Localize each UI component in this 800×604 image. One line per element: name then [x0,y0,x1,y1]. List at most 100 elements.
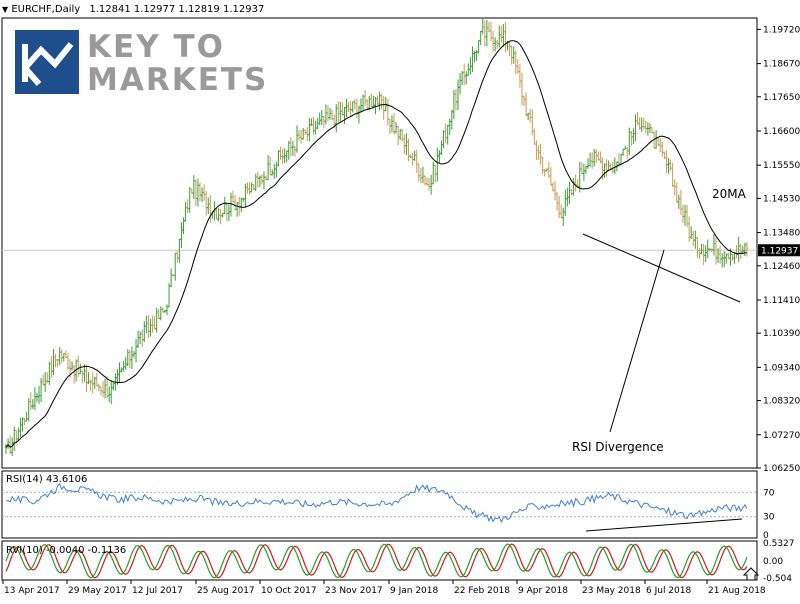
price-bar [613,157,617,174]
price-bar [594,149,598,164]
price-bar [320,110,324,125]
price-bar [239,197,243,212]
price-bar [272,163,276,179]
rvi-header: RVI(10) -0.0040 -0.1136 [6,545,127,556]
price-bar [382,95,386,120]
price-bar [23,418,27,426]
price-bar [173,252,177,281]
price-bar [219,209,223,225]
price-bar [669,159,673,172]
price-bar [245,182,249,194]
price-bar [227,204,231,221]
price-bar [151,315,155,333]
price-bar [648,123,652,134]
price-bar [539,143,543,165]
price-bar [444,123,448,144]
price-bar [667,157,671,174]
price-bar [169,268,173,288]
date-tick-label: 25 Aug 2017 [197,586,255,596]
price-bar [270,169,274,176]
price-bar [722,251,726,268]
price-bar [415,149,419,173]
price-bar [31,399,35,409]
price-tick-label: 1.06250 [763,464,800,474]
price-bar [741,245,745,253]
price-bar [582,163,586,181]
price-bar [175,250,179,263]
price-bar [266,155,270,181]
price-bar [456,79,460,111]
price-bar [503,22,507,53]
price-bar [324,104,328,125]
price-bar [510,45,514,65]
price-bar [514,50,518,75]
price-tick-label: 1.07270 [763,431,800,441]
price-bar [435,147,439,182]
price-bar [295,125,299,153]
price-bar [29,392,33,411]
price-bar [316,118,320,130]
rsi-line [5,482,748,524]
date-tick-label: 9 Apr 2018 [518,586,568,596]
price-bar [371,95,375,109]
price-bar [714,237,718,265]
price-tick-label: 1.09340 [763,363,800,373]
price-bar [520,72,524,106]
price-bar [326,105,330,122]
triangle-down-icon[interactable]: ▼ [2,5,9,14]
price-bar [142,321,146,343]
chart-header: ▼ EURCHF,Daily 1.12841 1.12977 1.12819 1… [2,4,264,15]
price-bar [396,126,400,146]
price-bar [603,163,607,179]
price-tick-label: 1.08320 [763,397,800,407]
price-tick-label: 1.14530 [763,194,800,204]
date-tick-label: 12 Jul 2017 [132,586,183,596]
price-bar [572,177,576,196]
scroll-arrow-icon [742,567,760,581]
price-bar [735,244,739,259]
price-bar [118,362,122,383]
price-bar [406,138,410,162]
price-bar [683,204,687,226]
price-bar [21,417,25,432]
price-bar [146,315,150,339]
date-tick-label: 21 Aug 2018 [708,586,766,596]
price-bar [58,347,62,366]
price-pane-frame [1,17,758,469]
date-tick-label: 9 Jan 2018 [390,586,438,596]
date-tick-label: 22 Feb 2018 [454,586,510,596]
price-bar [225,203,229,222]
price-bar [390,115,394,133]
price-bar [312,116,316,136]
price-bar [629,130,633,146]
price-bar [462,63,466,86]
price-bar [378,91,382,111]
price-bar [248,182,252,195]
price-bar [181,217,185,235]
price-bar [549,167,553,186]
price-bar [274,161,278,178]
price-bar [363,90,367,106]
price-bar [658,137,662,153]
price-bar [305,126,309,142]
price-bar [6,438,10,449]
price-bar [140,329,144,348]
price-bar [427,177,431,191]
price-bar [633,114,637,142]
price-bar [235,201,239,217]
price-bar [101,381,105,398]
price-bar [493,37,497,52]
price-bar [588,152,592,167]
price-tick-label: 1.17650 [763,93,800,103]
price-bar [345,98,349,118]
price-bar [89,379,93,392]
price-bar [640,117,644,133]
current-price-label: 1.12937 [761,246,798,256]
price-bar [307,117,311,142]
price-bar [353,99,357,110]
price-bar [347,102,351,113]
price-tick-label: 1.11410 [763,296,800,306]
price-bar [361,94,365,111]
